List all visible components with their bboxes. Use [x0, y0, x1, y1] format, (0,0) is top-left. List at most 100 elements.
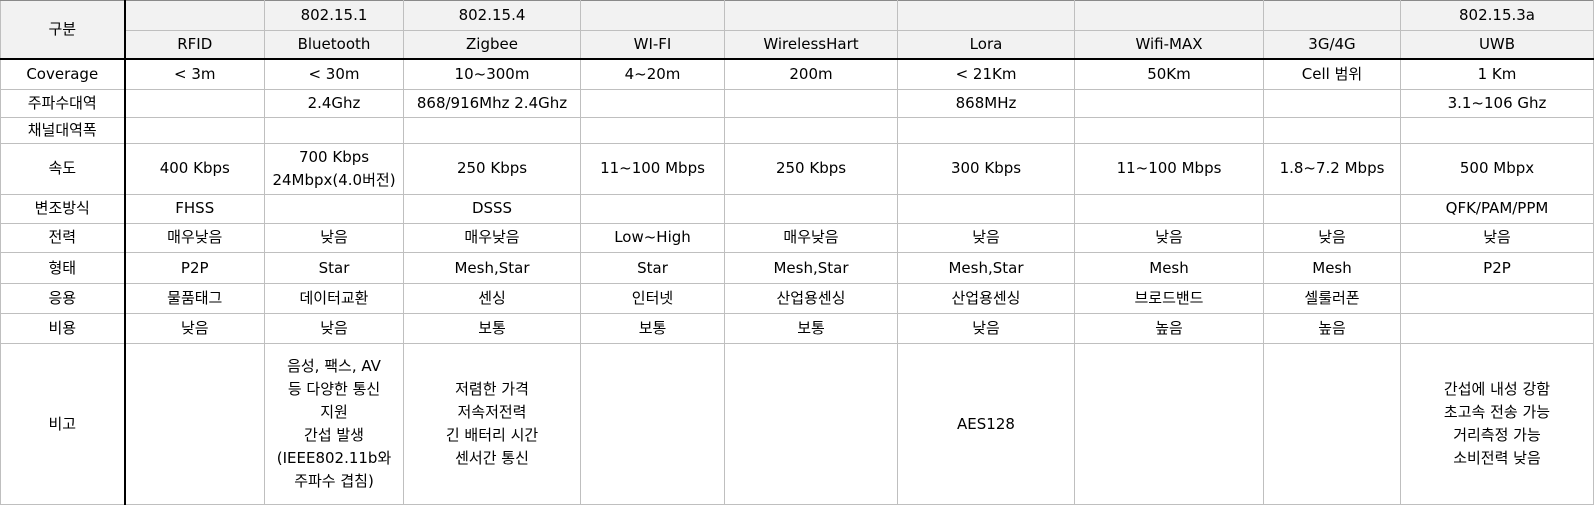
- table-row: 속도 400 Kbps 700 Kbps 24Mbpx(4.0버전) 250 Kbps…: [0, 143, 1594, 195]
- table-cell: Mesh,Star: [897, 252, 1075, 285]
- table-cell: 산업용센싱: [897, 283, 1075, 315]
- table-cell: 매우낮음: [724, 222, 898, 254]
- table-row: 응용 물품태그 데이터교환 센싱 인터넷 산업용센싱 산업용센싱 브로드밴드 셀룰러폰: [0, 283, 1594, 315]
- table-cell: 300 Kbps: [897, 143, 1075, 195]
- table-cell: [1400, 313, 1594, 345]
- table-cell: 4~20m: [580, 58, 725, 90]
- table-cell: [724, 88, 898, 119]
- row-label: 비고: [0, 343, 126, 505]
- table-cell: FHSS: [124, 193, 265, 224]
- table-cell: [724, 117, 898, 145]
- table-cell: [580, 88, 725, 119]
- table-cell: 음성, 팩스, AV 등 다양한 통신 지원 간섭 발생 (IEEE802.11…: [264, 343, 404, 505]
- technology-header: UWB: [1400, 29, 1594, 61]
- standard-cell: [1074, 0, 1264, 31]
- table-cell: [1400, 117, 1594, 145]
- technology-header: WirelessHart: [724, 29, 898, 61]
- table-cell: 500 Mbpx: [1400, 143, 1594, 195]
- table-cell: 1.8~7.2 Mbps: [1263, 143, 1401, 195]
- table-cell: [403, 117, 581, 145]
- standard-cell: 802.15.4: [403, 0, 581, 31]
- table-cell: 낮음: [1400, 222, 1594, 254]
- row-label: 응용: [0, 283, 126, 315]
- table-cell: [124, 343, 265, 505]
- table-cell: DSSS: [403, 193, 581, 224]
- technology-header: Bluetooth: [264, 29, 404, 61]
- table-row: Coverage < 3m < 30m 10~300m 4~20m 200m < 21Km 5…: [0, 58, 1594, 90]
- table-cell: 200m: [724, 58, 898, 90]
- table-cell: 저렴한 가격 저속저전력 긴 배터리 시간 센서간 통신: [403, 343, 581, 505]
- table-cell: Low~High: [580, 222, 725, 254]
- table-cell: 브로드밴드: [1074, 283, 1264, 315]
- table-cell: [264, 117, 404, 145]
- table-cell: [1074, 343, 1264, 505]
- table-cell: 10~300m: [403, 58, 581, 90]
- standard-cell: [897, 0, 1075, 31]
- table-cell: [897, 193, 1075, 224]
- table-cell: Mesh,Star: [724, 252, 898, 285]
- table-cell: 11~100 Mbps: [580, 143, 725, 195]
- table-row: 주파수대역 2.4Ghz 868/916Mhz 2.4Ghz 868MHz 3.1~10…: [0, 88, 1594, 119]
- table-cell: [1074, 88, 1264, 119]
- table-cell: 데이터교환: [264, 283, 404, 315]
- table-cell: 보통: [580, 313, 725, 345]
- technology-header: Lora: [897, 29, 1075, 61]
- table-cell: 868MHz: [897, 88, 1075, 119]
- table-cell: Mesh: [1074, 252, 1264, 285]
- standard-cell: 802.15.3a: [1400, 0, 1594, 31]
- table-cell: [724, 343, 898, 505]
- table-cell: 낮음: [897, 313, 1075, 345]
- table-cell: 낮음: [264, 222, 404, 254]
- table-cell: 높음: [1074, 313, 1264, 345]
- table-cell: [1263, 343, 1401, 505]
- table-cell: 400 Kbps: [124, 143, 265, 195]
- table-cell: AES128: [897, 343, 1075, 505]
- table-cell: Cell 범위: [1263, 58, 1401, 90]
- row-label: Coverage: [0, 58, 126, 90]
- technology-header: 3G/4G: [1263, 29, 1401, 61]
- row-label: 변조방식: [0, 193, 126, 224]
- table-cell: < 3m: [124, 58, 265, 90]
- standard-cell: [580, 0, 725, 31]
- table-cell: 물품태그: [124, 283, 265, 315]
- table-cell: [1263, 88, 1401, 119]
- table-cell: 낮음: [1263, 222, 1401, 254]
- table-cell: 매우낮음: [403, 222, 581, 254]
- corner-header: 구분: [0, 0, 126, 61]
- table-cell: [1263, 117, 1401, 145]
- table-cell: Mesh: [1263, 252, 1401, 285]
- table-cell: 셀룰러폰: [1263, 283, 1401, 315]
- table-cell: [1074, 193, 1264, 224]
- table-cell: 1 Km: [1400, 58, 1594, 90]
- standard-cell: [724, 0, 898, 31]
- technology-header: Wifi-MAX: [1074, 29, 1264, 61]
- table-cell: 보통: [403, 313, 581, 345]
- row-label: 주파수대역: [0, 88, 126, 119]
- table-cell: 2.4Ghz: [264, 88, 404, 119]
- table-cell: Star: [264, 252, 404, 285]
- table-cell: 700 Kbps 24Mbpx(4.0버전): [264, 143, 404, 195]
- standard-cell: 802.15.1: [264, 0, 404, 31]
- table-cell: 낮음: [1074, 222, 1264, 254]
- table-cell: [724, 193, 898, 224]
- table-cell: 산업용센싱: [724, 283, 898, 315]
- table-row: 비고 음성, 팩스, AV 등 다양한 통신 지원 간섭 발생 (IEEE802.…: [0, 343, 1594, 505]
- table-row: 변조방식 FHSS DSSS QFK/PAM/PPM: [0, 193, 1594, 224]
- table-cell: [1263, 193, 1401, 224]
- table-cell: 낮음: [124, 313, 265, 345]
- table-cell: 11~100 Mbps: [1074, 143, 1264, 195]
- technology-header: WI-FI: [580, 29, 725, 61]
- table-cell: [1400, 283, 1594, 315]
- table-cell: 센싱: [403, 283, 581, 315]
- technology-row: RFID Bluetooth Zigbee WI-FI WirelessHart…: [1, 29, 1594, 61]
- table-cell: 높음: [1263, 313, 1401, 345]
- table-row: 전력 매우낮음 낮음 매우낮음 Low~High 매우낮음 낮음 낮음 낮음 낮음: [0, 222, 1594, 254]
- table-row: 채널대역폭: [0, 117, 1594, 145]
- table-cell: [1074, 117, 1264, 145]
- table-cell: 250 Kbps: [724, 143, 898, 195]
- table-cell: 매우낮음: [124, 222, 265, 254]
- table-cell: [124, 88, 265, 119]
- table-cell: [580, 117, 725, 145]
